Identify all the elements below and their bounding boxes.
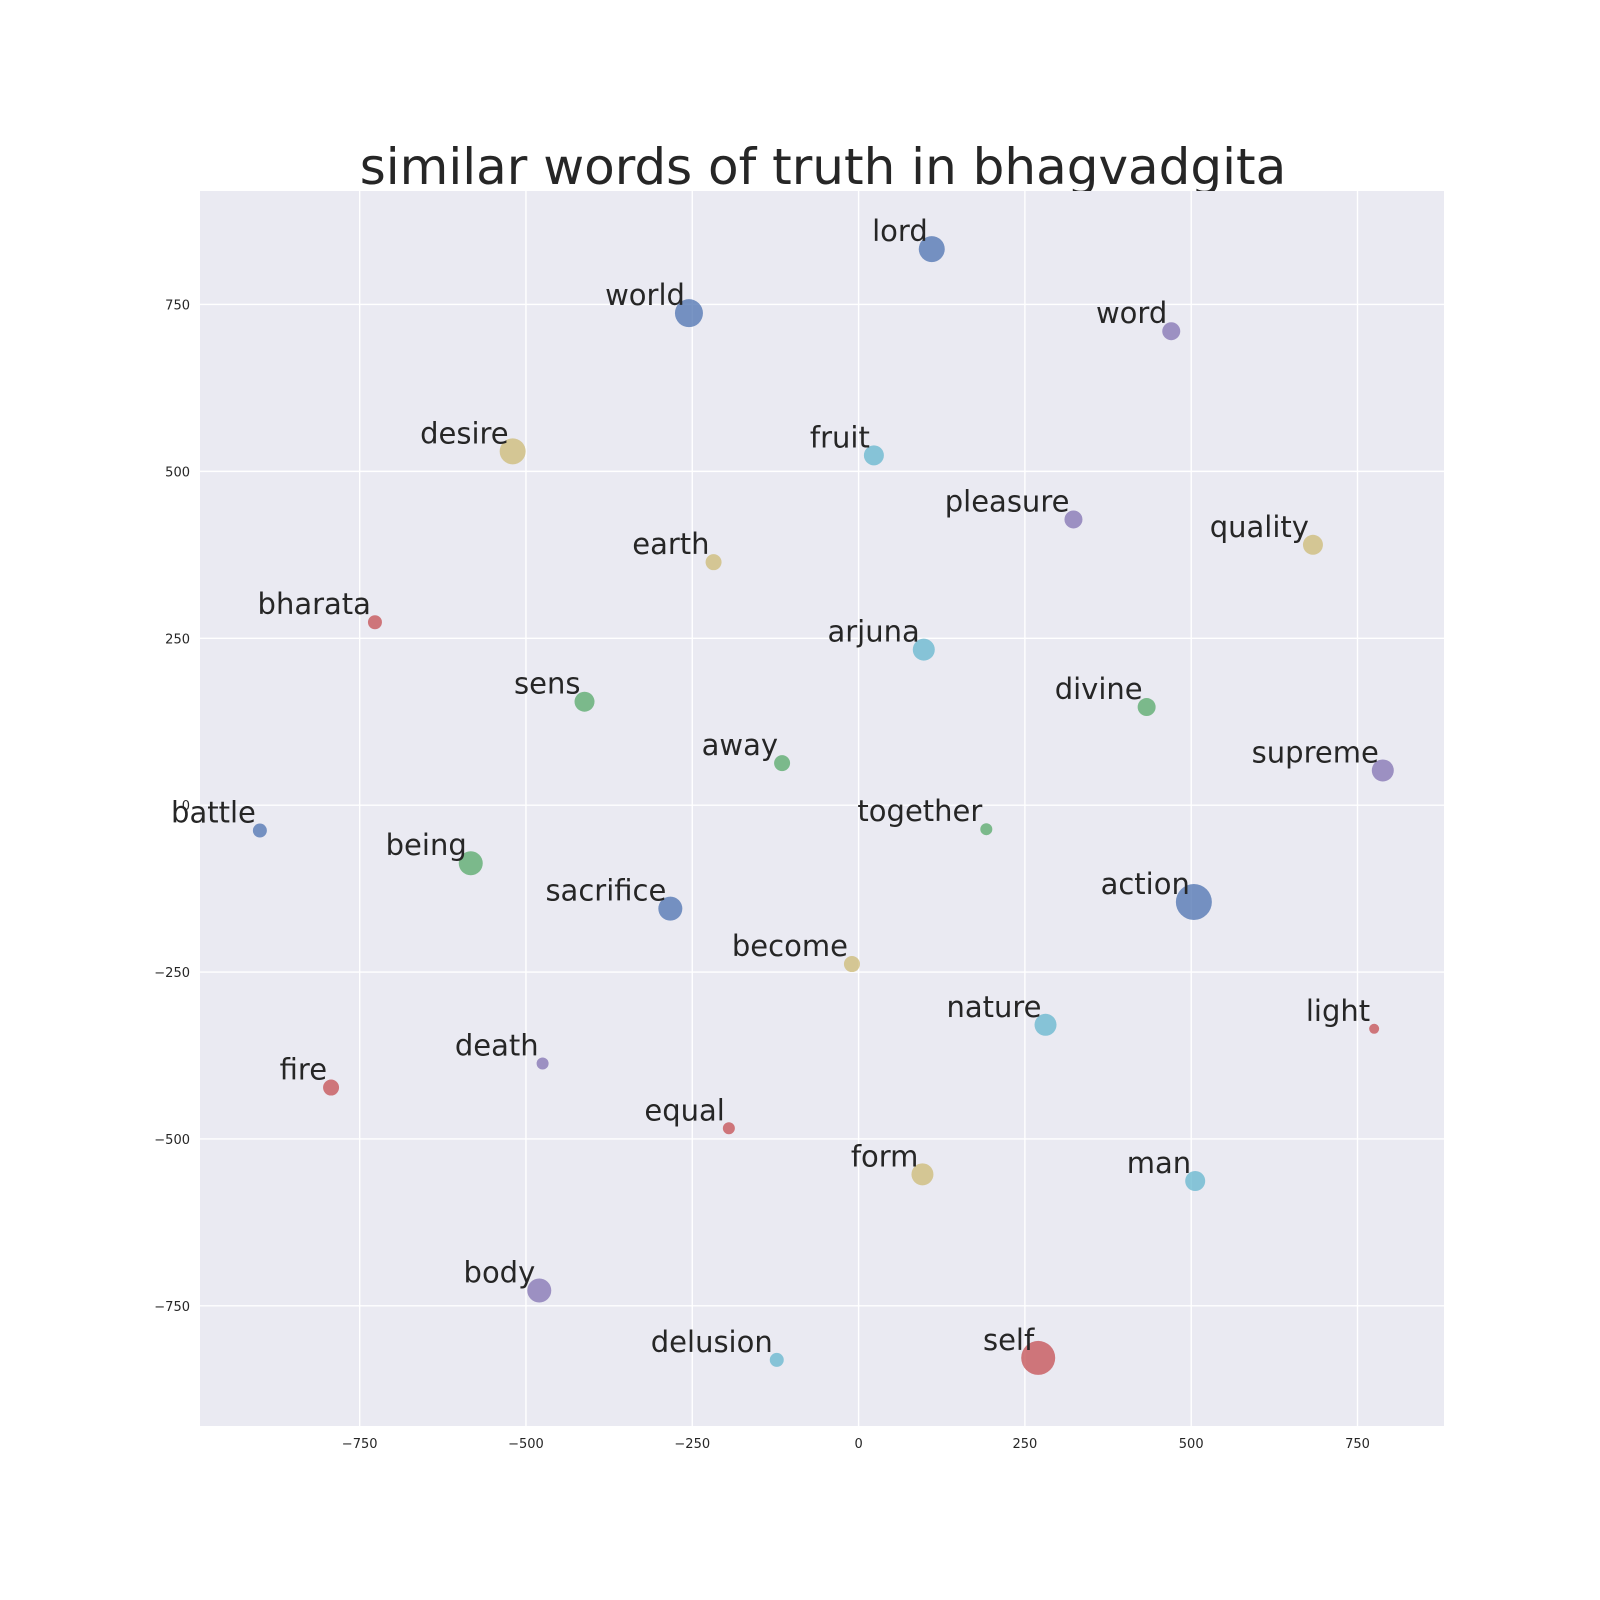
label-earth: earth xyxy=(632,527,709,561)
point-labels: lord world word desire fruit pleasure quality e… xyxy=(171,214,1379,1359)
y-tick-label: −250 xyxy=(154,966,190,981)
y-tick-label: 500 xyxy=(165,465,190,480)
label-body: body xyxy=(464,1255,536,1289)
chart-title: similar words of truth in bhagvadgita xyxy=(360,138,1287,196)
point-fruit xyxy=(863,445,884,466)
label-being: being xyxy=(386,828,467,862)
x-tick-label: 0 xyxy=(854,1437,862,1452)
label-fruit: fruit xyxy=(810,420,870,454)
point-fire xyxy=(323,1079,340,1096)
label-word: word xyxy=(1096,296,1167,330)
label-arjuna: arjuna xyxy=(827,615,919,649)
label-sacrifice: sacrifice xyxy=(545,874,666,908)
point-body xyxy=(527,1278,552,1303)
point-desire xyxy=(499,438,526,465)
point-form xyxy=(911,1163,934,1186)
label-sens: sens xyxy=(514,667,580,701)
plot-area xyxy=(200,191,1444,1426)
point-death xyxy=(536,1057,549,1070)
point-become xyxy=(843,956,860,973)
point-action xyxy=(1175,883,1212,920)
point-pleasure xyxy=(1064,510,1083,529)
label-lord: lord xyxy=(872,214,928,248)
point-together xyxy=(980,823,993,836)
point-quality xyxy=(1302,534,1323,555)
label-bharata: bharata xyxy=(258,587,371,621)
y-axis-ticks: −750 −500 −250 0 250 500 750 xyxy=(154,298,190,1314)
label-supreme: supreme xyxy=(1252,735,1379,769)
label-man: man xyxy=(1127,1146,1191,1180)
label-delusion: delusion xyxy=(651,1325,773,1359)
label-away: away xyxy=(702,728,778,762)
label-battle: battle xyxy=(171,796,256,830)
point-battle xyxy=(252,823,267,838)
x-tick-label: 750 xyxy=(1345,1437,1370,1452)
x-tick-label: −500 xyxy=(508,1437,544,1452)
grid xyxy=(200,191,1444,1426)
point-self xyxy=(1021,1340,1056,1375)
label-nature: nature xyxy=(946,990,1041,1024)
point-arjuna xyxy=(912,638,935,661)
label-fire: fire xyxy=(280,1053,327,1087)
label-pleasure: pleasure xyxy=(945,484,1070,518)
point-bharata xyxy=(367,615,382,630)
point-sens xyxy=(574,691,595,712)
point-equal xyxy=(722,1122,735,1135)
x-tick-label: 250 xyxy=(1012,1437,1037,1452)
point-away xyxy=(774,755,791,772)
label-death: death xyxy=(455,1029,539,1063)
y-tick-label: 0 xyxy=(182,799,190,814)
point-supreme xyxy=(1371,759,1394,782)
label-divine: divine xyxy=(1055,672,1143,706)
point-word xyxy=(1162,322,1181,341)
label-become: become xyxy=(732,929,848,963)
point-being xyxy=(458,851,483,876)
point-sacrifice xyxy=(658,896,683,921)
x-axis-ticks: −750 −500 −250 0 250 500 750 xyxy=(342,1437,1370,1452)
data-points xyxy=(252,236,1394,1375)
point-nature xyxy=(1034,1013,1057,1036)
label-together: together xyxy=(857,794,982,828)
point-earth xyxy=(705,554,722,571)
point-man xyxy=(1185,1171,1206,1192)
point-lord xyxy=(918,236,945,263)
label-world: world xyxy=(605,278,685,312)
point-divine xyxy=(1137,698,1156,717)
label-equal: equal xyxy=(644,1093,724,1127)
y-tick-label: −500 xyxy=(154,1133,190,1148)
label-form: form xyxy=(851,1139,919,1173)
point-world xyxy=(674,299,703,328)
label-light: light xyxy=(1306,994,1370,1028)
y-tick-label: −750 xyxy=(154,1300,190,1315)
label-self: self xyxy=(983,1323,1035,1357)
point-light xyxy=(1369,1023,1380,1034)
y-tick-label: 750 xyxy=(165,298,190,313)
x-tick-label: 500 xyxy=(1179,1437,1204,1452)
x-tick-label: −250 xyxy=(674,1437,710,1452)
label-action: action xyxy=(1101,867,1190,901)
x-tick-label: −750 xyxy=(342,1437,378,1452)
point-delusion xyxy=(769,1352,784,1367)
label-quality: quality xyxy=(1210,510,1309,544)
y-tick-label: 250 xyxy=(165,632,190,647)
label-desire: desire xyxy=(420,416,509,450)
